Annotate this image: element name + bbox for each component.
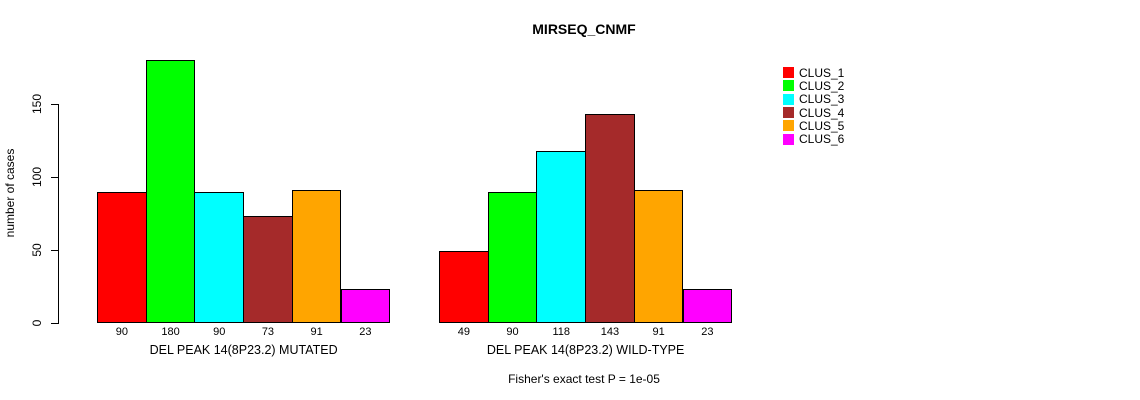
x-axis-group-label: DEL PEAK 14(8P23.2) MUTATED <box>149 343 338 357</box>
legend-color-swatch <box>783 120 794 132</box>
bar-value-label: 91 <box>652 326 665 338</box>
legend-color-swatch <box>783 93 794 105</box>
bar-clus-1-mutated <box>97 191 147 323</box>
legend-item-label: CLUS_6 <box>799 132 845 147</box>
bar-value-label: 143 <box>600 326 620 338</box>
bar-value-label: 91 <box>310 326 323 338</box>
legend-item: CLUS_6 <box>783 132 844 145</box>
bar-value-label: 73 <box>261 326 275 338</box>
bar-clus-4-mutated <box>243 216 293 323</box>
y-axis-tick-label: 0 <box>30 319 44 327</box>
y-axis-tick-label: 150 <box>30 93 44 115</box>
y-axis-tick <box>51 323 58 324</box>
y-axis-line <box>58 104 59 324</box>
legend: CLUS_1 CLUS_2 CLUS_3 CLUS_4 CLUS_5 CLUS_6 <box>783 66 844 146</box>
y-axis-tick-label: 50 <box>30 243 44 257</box>
bar-value-label: 180 <box>161 326 180 338</box>
bar-clus-1-wild-type <box>439 251 489 323</box>
legend-item-label: CLUS_1 <box>799 65 845 80</box>
bar-clus-3-wild-type <box>536 150 587 323</box>
legend-item: CLUS_4 <box>783 106 844 119</box>
legend-item: CLUS_2 <box>783 79 844 92</box>
y-axis-label: number of cases <box>3 148 17 238</box>
y-axis-tick <box>51 104 58 105</box>
legend-item: CLUS_1 <box>783 66 844 79</box>
bar-value-label: 90 <box>506 326 519 338</box>
legend-item: CLUS_3 <box>783 93 844 106</box>
legend-color-swatch <box>783 67 794 79</box>
bar-value-label: 90 <box>115 326 128 338</box>
bar-clus-6-mutated <box>340 289 391 323</box>
legend-item-label: CLUS_4 <box>799 105 845 120</box>
bar-clus-5-wild-type <box>633 190 684 323</box>
bar-clus-2-mutated <box>145 60 196 323</box>
legend-item-label: CLUS_5 <box>799 118 845 133</box>
legend-color-swatch <box>783 107 794 119</box>
legend-color-swatch <box>783 80 794 92</box>
bar-value-label: 90 <box>213 326 226 338</box>
y-axis-tick <box>51 177 58 178</box>
bar-clus-5-mutated <box>291 190 342 323</box>
chart-title: MIRSEQ_CNMF <box>532 21 636 37</box>
fisher-test-note: Fisher's exact test P = 1e-05 <box>508 372 660 386</box>
bar-value-label: 118 <box>552 326 570 338</box>
legend-item-label: CLUS_3 <box>799 92 845 107</box>
bar-clus-3-mutated <box>194 191 245 323</box>
bar-value-label: 23 <box>701 326 714 338</box>
y-axis-tick-label: 100 <box>30 166 44 188</box>
bar-clus-2-wild-type <box>487 191 538 323</box>
bar-clus-6-wild-type <box>682 289 733 323</box>
legend-item-label: CLUS_2 <box>799 78 845 93</box>
y-axis-tick <box>51 250 58 251</box>
bar-value-label: 23 <box>359 326 372 338</box>
x-axis-group-label: DEL PEAK 14(8P23.2) WILD-TYPE <box>486 343 685 357</box>
bar-value-label: 49 <box>457 326 470 338</box>
legend-color-swatch <box>783 133 794 145</box>
legend-item: CLUS_5 <box>783 119 844 132</box>
bar-clus-4-wild-type <box>585 114 635 323</box>
